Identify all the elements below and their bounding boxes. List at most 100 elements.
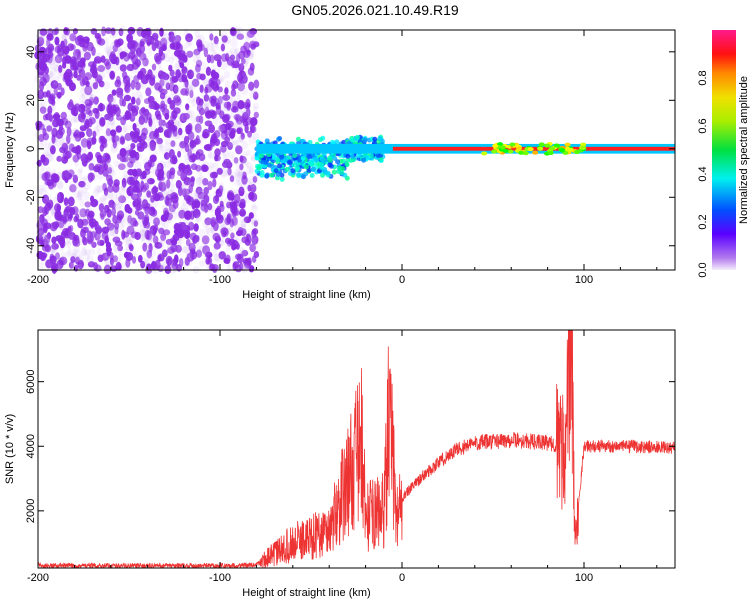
colorbar-tick-label: 0.2 [697,214,709,229]
noise-blob [97,112,104,120]
noise-blob [59,146,66,154]
noise-blob [249,117,258,127]
noise-blob [48,95,55,105]
noise-blob [63,170,70,179]
noise-blob [135,97,141,106]
noise-blob [252,102,260,110]
noise-blob [116,91,124,98]
noise-blob [158,143,163,153]
noise-blob [139,119,146,128]
noise-blob [236,168,244,178]
noise-blob [35,226,42,236]
noise-blob [44,190,49,200]
noise-blob [133,170,139,181]
noise-blob [245,149,251,157]
noise-blob [238,63,245,72]
signal-blob [532,150,539,155]
noise-blob [72,174,79,184]
noise-blob [148,101,155,111]
noise-blob [88,163,95,171]
noise-blob [73,135,78,143]
noise-blob [201,235,210,245]
noise-blob [253,111,259,119]
noise-blob [98,203,105,212]
noise-blob [37,228,45,236]
noise-blob [58,136,65,147]
signal-blob [320,172,326,178]
noise-blob [211,95,217,102]
noise-blob [221,152,227,162]
noise-blob [225,161,233,169]
noise-blob [107,93,114,103]
noise-blob [222,38,230,45]
noise-blob [122,114,130,121]
noise-blob [98,198,106,205]
noise-blob [169,69,175,77]
noise-blob [97,65,106,73]
noise-blob [194,235,201,245]
noise-blob [89,93,98,102]
noise-blob [65,27,70,36]
noise-blob [157,126,164,133]
noise-blob [165,204,174,213]
signal-blob [337,165,343,171]
noise-blob [181,187,189,194]
noise-blob [75,106,82,115]
noise-blob [224,87,229,95]
noise-blob [50,173,59,183]
noise-blob [113,39,121,46]
noise-blob [130,231,139,239]
signal-blob [256,164,262,170]
noise-blob [170,29,177,38]
noise-blob [141,200,149,208]
noise-blob [177,118,183,129]
noise-blob [238,120,243,128]
noise-blob [128,220,136,231]
noise-blob [65,238,70,246]
noise-blob [145,125,153,134]
noise-blob [173,107,181,115]
noise-blob [190,250,198,260]
noise-blob [110,57,118,65]
noise-blob [159,237,166,244]
noise-blob [214,235,221,243]
noise-blob [183,28,188,39]
noise-blob [168,81,175,92]
noise-blob [198,174,205,184]
noise-blob [50,243,56,252]
noise-blob [206,165,213,175]
signal-blob [516,146,523,151]
noise-blob [252,176,258,183]
noise-blob [162,189,168,196]
noise-blob [98,185,104,193]
noise-blob [112,140,117,149]
noise-blob [50,80,59,89]
noise-blob [165,197,172,207]
signal-blob [368,153,374,159]
noise-blob [209,54,215,64]
noise-blob [51,236,57,244]
noise-blob [121,71,128,80]
noise-blob [184,78,189,88]
noise-blob [153,217,160,227]
noise-blob [107,118,112,126]
noise-blob [242,111,249,122]
noise-blob [124,203,131,213]
noise-blob [78,167,84,174]
noise-blob [151,41,157,52]
noise-blob [109,129,117,137]
noise-blob [40,35,46,42]
noise-blob [182,112,190,120]
noise-blob [53,111,60,122]
noise-blob [226,263,232,274]
noise-blob [86,83,94,93]
signal-blob [331,169,337,175]
noise-blob [115,192,123,200]
noise-blob [88,117,96,125]
noise-blob [230,38,238,49]
noise-blob [116,44,121,53]
noise-blob [103,163,109,171]
noise-blob [220,43,226,52]
noise-blob [202,245,211,255]
noise-blob [119,156,127,163]
